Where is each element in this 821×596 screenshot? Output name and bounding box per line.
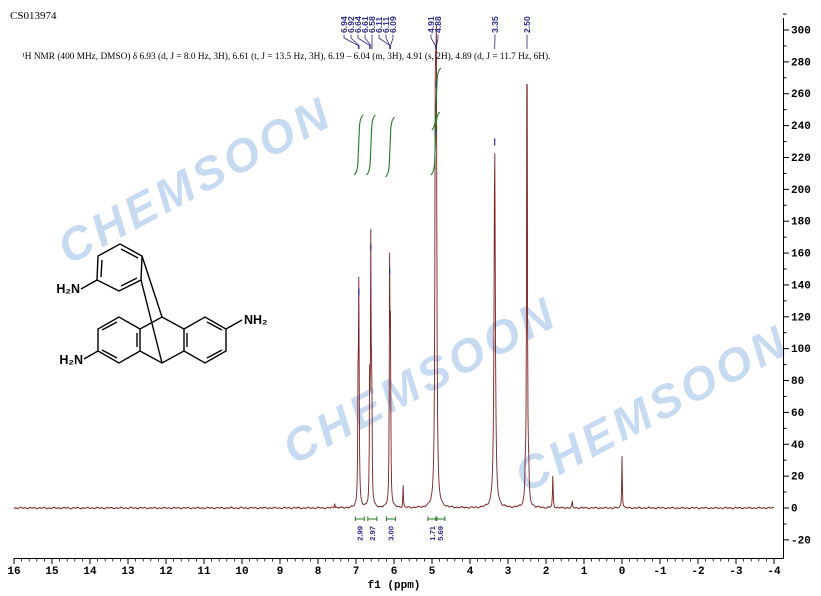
spectrum-trace bbox=[13, 23, 774, 510]
x-tick-label: 15 bbox=[45, 566, 59, 578]
integral-curve bbox=[385, 116, 395, 178]
integral-curve bbox=[431, 67, 442, 131]
integral-value: 2.99 bbox=[355, 526, 364, 541]
y-tick-label: 260 bbox=[791, 89, 811, 101]
amine-label-top: H₂N bbox=[56, 282, 80, 296]
integral-value: 5.69 bbox=[436, 526, 445, 541]
peak-label: 6.92 bbox=[346, 16, 356, 33]
peak-label-leader bbox=[343, 34, 359, 49]
peak-label: 6.94 bbox=[339, 16, 349, 33]
x-tick-label: 14 bbox=[83, 566, 97, 578]
y-tick-label: 300 bbox=[791, 26, 811, 38]
x-axis-title: f1 (ppm) bbox=[368, 580, 421, 592]
integral-value: 1.71 bbox=[428, 525, 437, 541]
x-tick-label: 7 bbox=[353, 566, 360, 578]
x-tick-label: -2 bbox=[691, 566, 704, 578]
peak-label-leader bbox=[430, 34, 436, 49]
y-tick-label: -20 bbox=[791, 535, 811, 547]
peak-label-leader bbox=[390, 34, 394, 49]
y-tick-label: 160 bbox=[791, 249, 811, 261]
x-tick-label: 1 bbox=[581, 566, 588, 578]
y-tick-label: 240 bbox=[791, 121, 811, 133]
integral-value: 2.97 bbox=[368, 526, 377, 541]
x-tick-label: 4 bbox=[467, 566, 474, 578]
x-tick-label: 2 bbox=[543, 566, 550, 578]
x-tick-label: -1 bbox=[653, 566, 667, 578]
peak-label: 6.64 bbox=[353, 16, 363, 33]
x-tick-label: 16 bbox=[7, 566, 20, 578]
x-tick-label: 5 bbox=[429, 566, 436, 578]
peak-label: 6.09 bbox=[388, 16, 398, 33]
x-tick-label: 12 bbox=[159, 566, 172, 578]
peak-label: 6.11 bbox=[374, 17, 384, 33]
peak-label-leader bbox=[350, 34, 360, 49]
y-tick-label: 220 bbox=[791, 153, 811, 165]
nmr-assignment-text: ¹H NMR (400 MHz, DMSO) δ 6.93 (d, J = 8.… bbox=[22, 52, 551, 62]
peak-label-leader bbox=[436, 34, 439, 49]
y-tick-label: 140 bbox=[791, 280, 811, 292]
x-tick-label: -3 bbox=[729, 566, 743, 578]
integral-curve bbox=[430, 111, 441, 176]
peak-label: 6.58 bbox=[367, 16, 377, 33]
amine-label-right: NH₂ bbox=[244, 313, 268, 327]
x-tick-label: 11 bbox=[197, 566, 211, 578]
integral-value: 3.00 bbox=[386, 526, 395, 541]
integral-bracket bbox=[354, 516, 365, 521]
peak-label-leader bbox=[364, 34, 372, 49]
x-tick-label: 10 bbox=[235, 566, 248, 578]
y-tick-label: 60 bbox=[791, 408, 804, 420]
y-tick-label: 280 bbox=[791, 57, 811, 69]
x-tick-label: 13 bbox=[121, 566, 135, 578]
peak-label-leader bbox=[385, 34, 391, 49]
y-tick-label: 0 bbox=[791, 504, 798, 516]
y-tick-label: 120 bbox=[791, 312, 811, 324]
integral-bracket bbox=[435, 516, 446, 521]
y-tick-label: 80 bbox=[791, 376, 804, 388]
y-tick-label: 100 bbox=[791, 344, 811, 356]
peak-label: 6.61 bbox=[360, 16, 370, 33]
peak-label: 6.11 bbox=[381, 17, 391, 33]
integral-curve bbox=[366, 114, 376, 176]
peak-label-leader bbox=[357, 34, 371, 49]
x-tick-label: 6 bbox=[391, 566, 398, 578]
y-tick-label: 40 bbox=[791, 440, 804, 452]
x-tick-label: 9 bbox=[277, 566, 284, 578]
peak-label: 2.50 bbox=[522, 16, 532, 33]
peak-label: 3.35 bbox=[490, 16, 500, 33]
peak-label: 4.88 bbox=[433, 16, 443, 33]
integral-curve bbox=[353, 114, 364, 176]
integral-bracket bbox=[367, 516, 378, 521]
amine-label-bottom-left: H₂N bbox=[59, 353, 83, 367]
structure-bonds bbox=[80, 243, 243, 364]
sample-id: CS013974 bbox=[10, 10, 57, 22]
y-tick-label: 180 bbox=[791, 217, 811, 229]
molecule-structure: H₂N H₂N NH₂ bbox=[56, 243, 268, 367]
x-tick-label: -4 bbox=[767, 566, 781, 578]
y-tick-label: 20 bbox=[791, 472, 804, 484]
x-tick-label: 0 bbox=[619, 566, 626, 578]
peak-label: 4.91 bbox=[426, 16, 436, 33]
integral-bracket bbox=[385, 516, 396, 521]
x-tick-label: 3 bbox=[505, 566, 512, 578]
y-tick-label: 200 bbox=[791, 185, 811, 197]
x-tick-label: 8 bbox=[315, 566, 322, 578]
